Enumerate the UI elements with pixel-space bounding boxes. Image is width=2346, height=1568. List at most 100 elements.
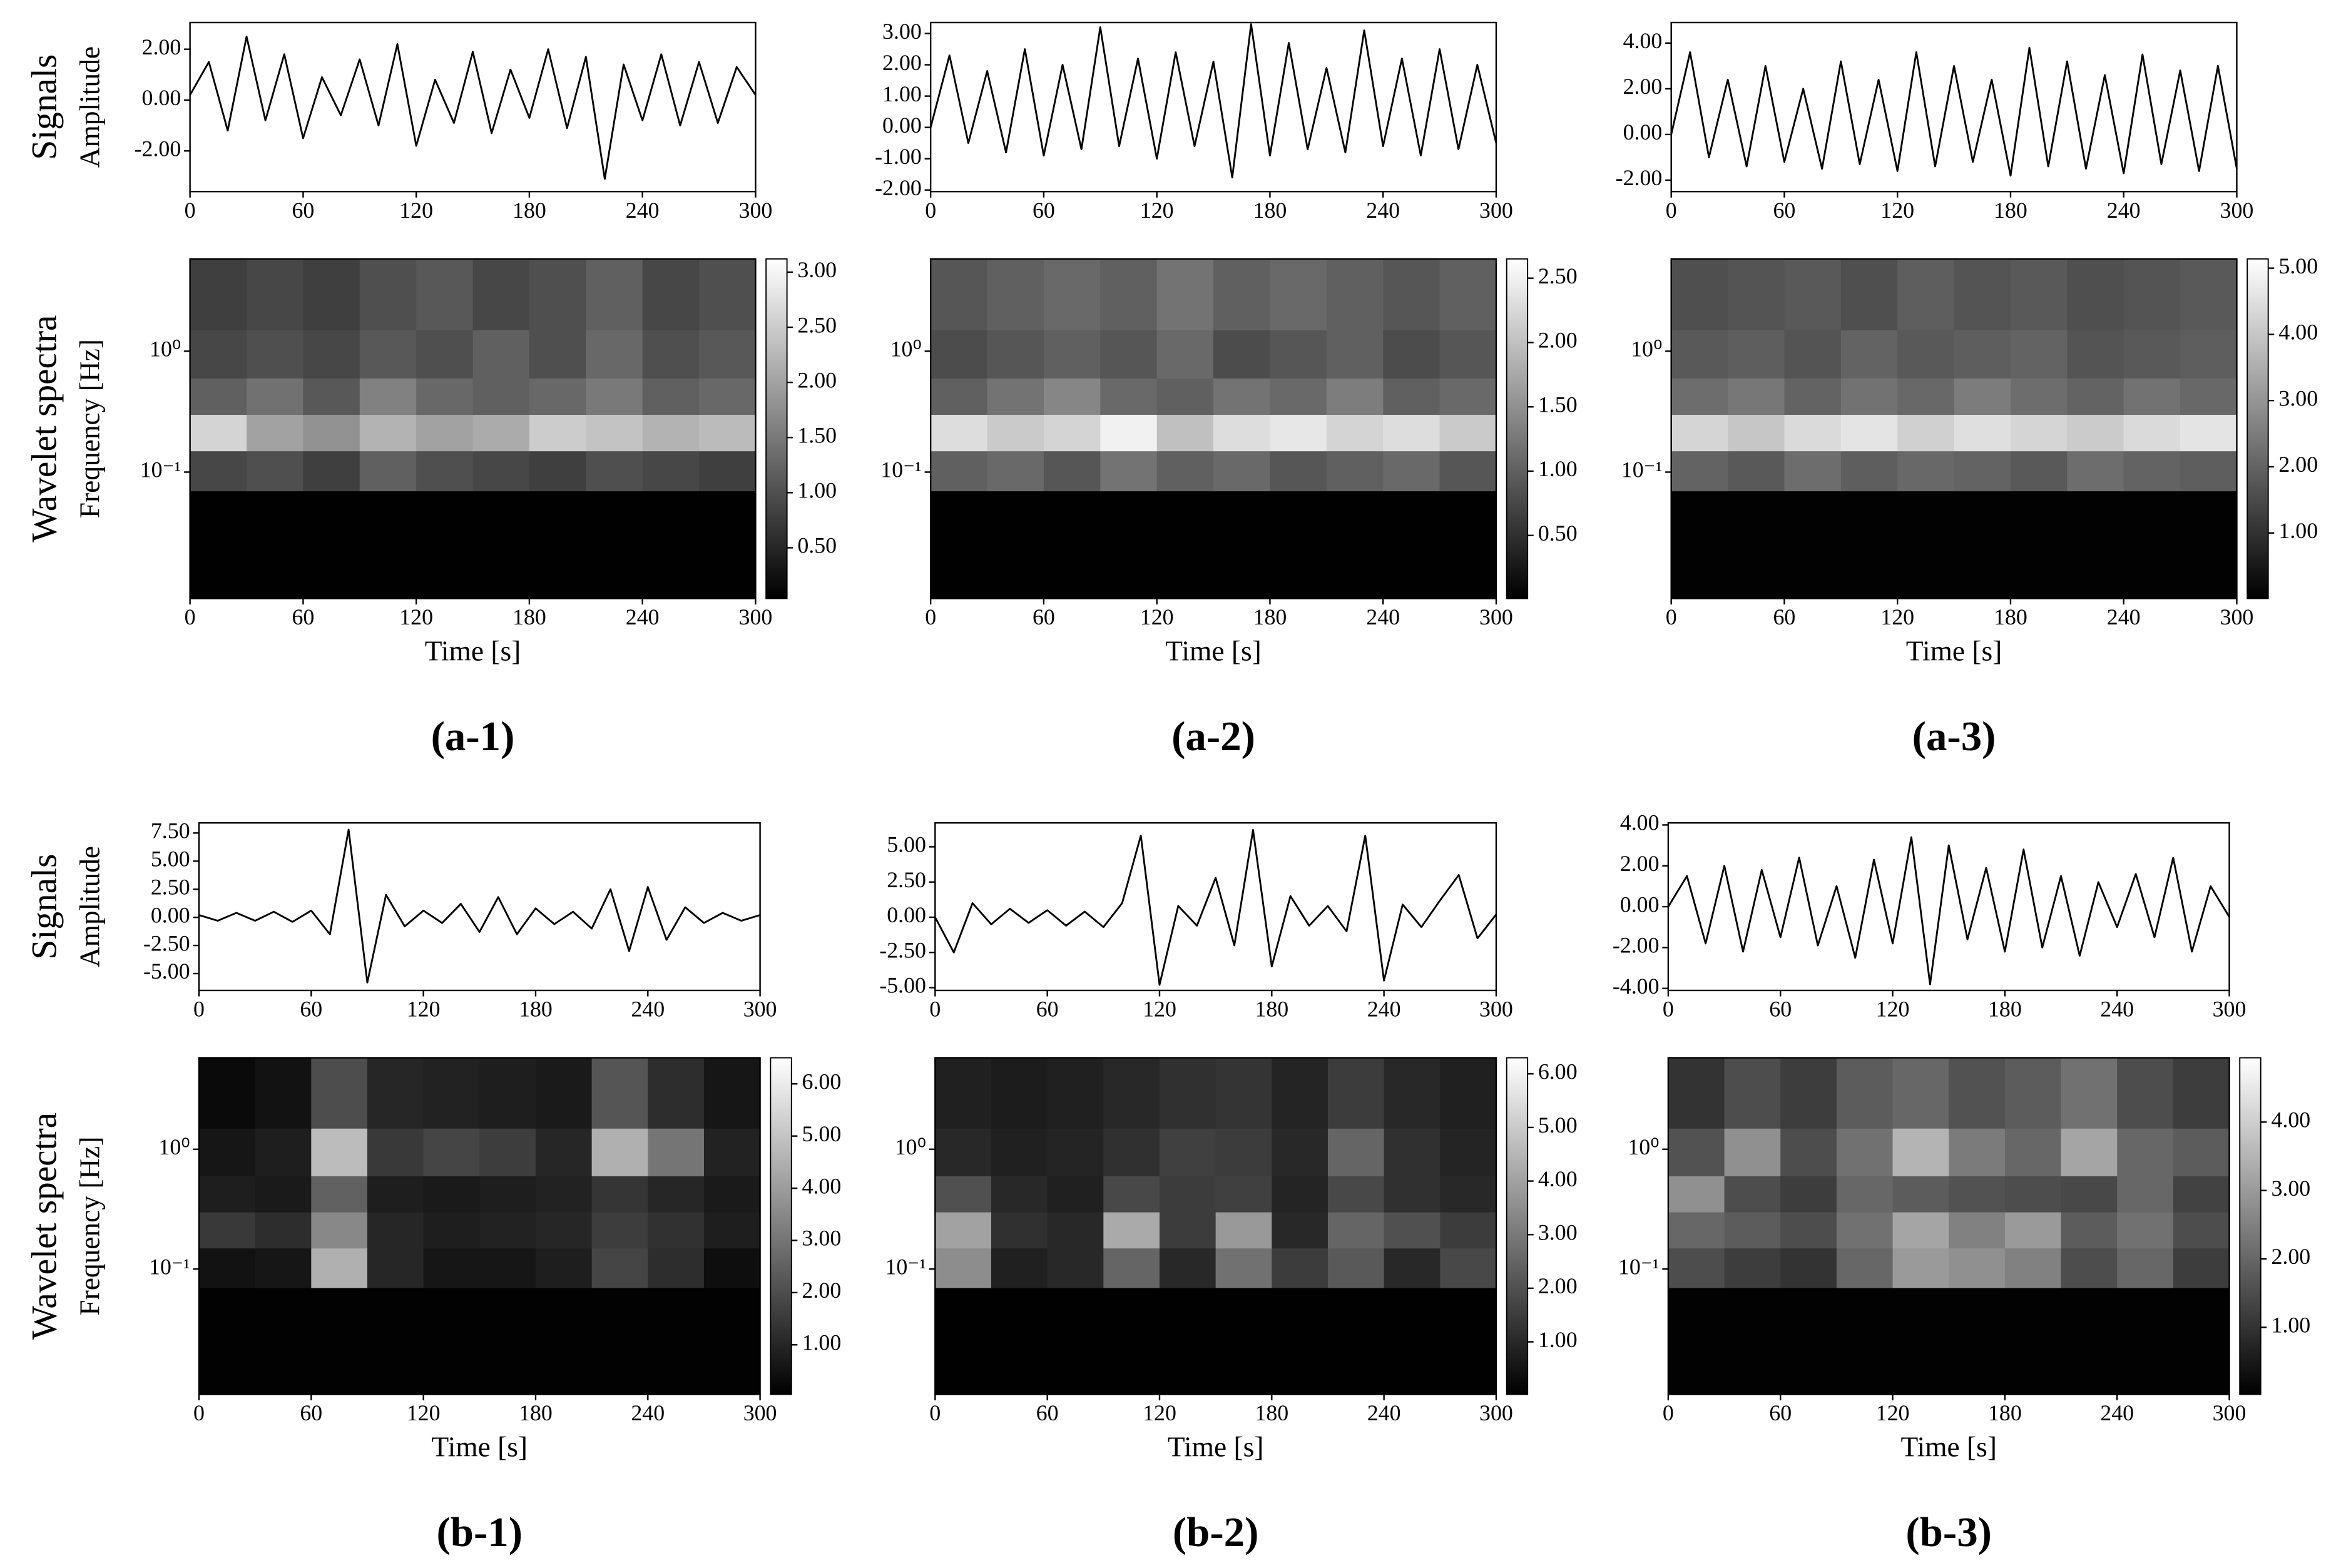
panel-label: (b-2) bbox=[1173, 1509, 1259, 1555]
y-tick-label: 0.00 bbox=[887, 902, 926, 927]
heatmap-cell bbox=[529, 258, 587, 330]
heatmap-cell bbox=[423, 1248, 481, 1288]
heatmap-cell bbox=[1840, 491, 1898, 599]
y-tick-label: 10⁻¹ bbox=[140, 457, 181, 482]
y-tick-label: 0.00 bbox=[1623, 120, 1663, 145]
x-tick-label: 240 bbox=[626, 604, 660, 629]
heatmap-cell bbox=[991, 1057, 1048, 1129]
heatmap-cell bbox=[1213, 414, 1271, 452]
plot-frame bbox=[1670, 21, 2238, 193]
heatmap-cell bbox=[1215, 1287, 1273, 1395]
heatmap-cell bbox=[991, 1128, 1048, 1176]
heatmap-cell bbox=[1836, 1057, 1894, 1129]
heatmap-cell bbox=[703, 1128, 761, 1176]
heatmap-cell bbox=[1103, 1176, 1160, 1213]
heatmap-cell bbox=[1897, 451, 1955, 492]
heatmap-cell bbox=[1047, 1057, 1104, 1129]
heatmap-cell bbox=[1780, 1211, 1837, 1249]
heatmap-cell bbox=[2067, 414, 2124, 452]
colorbar-tick-label: 1.00 bbox=[2278, 518, 2318, 543]
heatmap-cell bbox=[367, 1211, 424, 1249]
heatmap-cell bbox=[1439, 330, 1497, 379]
heatmap-cell bbox=[2123, 378, 2181, 415]
heatmap-cell bbox=[1100, 378, 1158, 415]
heatmap-cell bbox=[1439, 414, 1497, 452]
x-tick-label: 300 bbox=[1479, 198, 1513, 223]
x-tick-label: 0 bbox=[1666, 198, 1677, 223]
heatmap-cell bbox=[2123, 258, 2181, 330]
heatmap-cell bbox=[2173, 1287, 2230, 1395]
x-axis-label: Time [s] bbox=[1906, 635, 2002, 666]
heatmap-cell bbox=[2173, 1057, 2230, 1129]
x-tick-label: 120 bbox=[1876, 997, 1910, 1022]
x-tick-label: 180 bbox=[1255, 997, 1288, 1022]
signal-line bbox=[1667, 836, 2230, 985]
heatmap-cell bbox=[479, 1057, 536, 1129]
panel-label: (a-3) bbox=[1912, 713, 1996, 760]
heatmap-cell bbox=[1383, 258, 1441, 330]
heatmap-cell bbox=[311, 1128, 368, 1176]
heatmap-cell bbox=[935, 1128, 992, 1176]
heatmap-cell bbox=[703, 1248, 761, 1288]
heatmap-cell bbox=[1047, 1176, 1104, 1213]
heatmap-cell bbox=[2180, 330, 2238, 379]
heatmap-cell bbox=[1671, 258, 1728, 330]
heatmap-cell bbox=[1383, 378, 1441, 415]
heatmap-cell bbox=[1326, 414, 1384, 452]
x-tick-label: 300 bbox=[2213, 1400, 2247, 1425]
heatmap-cell bbox=[1784, 491, 1842, 599]
heatmap-cell bbox=[1949, 1287, 2006, 1395]
heatmap-cell bbox=[1043, 330, 1101, 379]
heatmap-cell bbox=[699, 414, 757, 452]
colorbar-tick-label: 0.50 bbox=[1538, 521, 1578, 546]
y-tick-label: -2.50 bbox=[143, 930, 190, 955]
heatmap-cell bbox=[1047, 1287, 1104, 1395]
heatmap-cell bbox=[2004, 1057, 2062, 1129]
colorbar-tick-label: 2.00 bbox=[2271, 1244, 2310, 1269]
plot-frame bbox=[929, 21, 1497, 193]
heatmap-cell bbox=[479, 1211, 536, 1249]
heatmap-cell bbox=[1213, 378, 1271, 415]
x-tick-label: 240 bbox=[2100, 1400, 2134, 1425]
heatmap-cell bbox=[935, 1211, 992, 1249]
heatmap-cell bbox=[1440, 1287, 1497, 1395]
y-tick-label: 2.00 bbox=[882, 50, 922, 75]
heatmap-cell bbox=[1892, 1248, 1949, 1288]
heatmap-cell bbox=[1100, 330, 1158, 379]
heatmap-cell bbox=[2180, 491, 2238, 599]
heatmap-cell bbox=[1384, 1176, 1441, 1213]
colorbar-tick-label: 2.50 bbox=[797, 312, 837, 337]
x-tick-label: 300 bbox=[2220, 198, 2254, 223]
heatmap-cell bbox=[931, 330, 988, 379]
colorbar-tick-label: 4.00 bbox=[2278, 320, 2318, 345]
x-tick-label: 300 bbox=[743, 997, 777, 1022]
heatmap-cell bbox=[1213, 451, 1271, 492]
heatmap-cell bbox=[591, 1176, 648, 1213]
heatmap-cell bbox=[359, 491, 417, 599]
heatmap-cell bbox=[1327, 1128, 1385, 1176]
heatmap-cell bbox=[931, 378, 988, 415]
y-tick-label: 10⁻¹ bbox=[885, 1254, 926, 1279]
x-tick-label: 180 bbox=[1988, 997, 2022, 1022]
colorbar-tick-label: 2.50 bbox=[1538, 263, 1578, 288]
x-tick-label: 60 bbox=[1036, 1400, 1059, 1425]
heatmap-cell bbox=[1728, 378, 1785, 415]
colorbar-tick-label: 1.00 bbox=[797, 478, 837, 503]
heatmap-cell bbox=[529, 330, 587, 379]
x-tick-label: 120 bbox=[1140, 604, 1174, 629]
heatmap-cell bbox=[2010, 330, 2068, 379]
colorbar bbox=[2247, 258, 2269, 599]
heatmap-cell bbox=[303, 451, 360, 492]
y-tick-label: 2.50 bbox=[887, 867, 926, 892]
heatmap-cell bbox=[987, 451, 1044, 492]
heatmap-cell bbox=[1272, 1057, 1329, 1129]
colorbar-tick-label: 1.00 bbox=[1538, 456, 1578, 481]
heatmap-cell bbox=[1949, 1211, 2006, 1249]
heatmap-cell bbox=[1949, 1128, 2006, 1176]
x-tick-label: 240 bbox=[2107, 198, 2141, 223]
row-label: Signals bbox=[25, 854, 64, 960]
x-axis-label: Time [s] bbox=[1900, 1431, 1997, 1462]
y-tick-label: 10⁰ bbox=[890, 337, 922, 362]
heatmap-cell bbox=[648, 1128, 705, 1176]
heatmap-cell bbox=[1954, 378, 2011, 415]
